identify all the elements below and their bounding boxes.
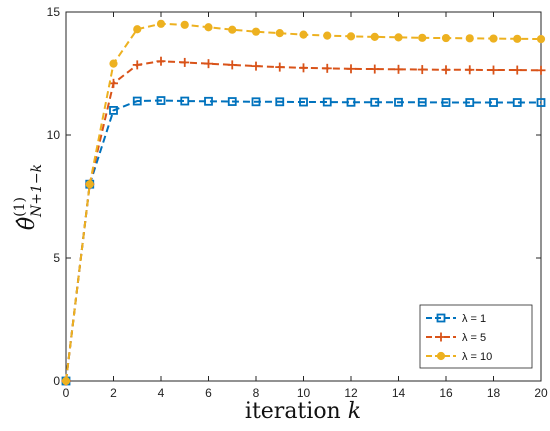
data-point (513, 34, 522, 43)
x-axis-title-word: iteration (245, 399, 341, 424)
data-point (536, 98, 546, 107)
y-axis-title: θ̂(1)N+1−k (12, 164, 45, 230)
data-point (180, 96, 190, 106)
series-3 (61, 19, 546, 386)
series-2 (61, 56, 546, 386)
y-tick-label: 5 (53, 251, 60, 265)
data-point (275, 62, 285, 72)
y-tick-label: 0 (53, 374, 60, 388)
legend-marker (436, 313, 446, 323)
x-axis-title: iteration k (245, 399, 361, 424)
data-point (275, 97, 285, 107)
x-tick-label: 0 (63, 386, 70, 400)
y-tick-label: 10 (47, 128, 61, 142)
data-point (346, 97, 356, 107)
legend-item: λ = 5 (426, 332, 486, 344)
data-point (394, 64, 403, 74)
data-point (489, 98, 498, 107)
y-axis-title-sup: (1) (12, 197, 28, 217)
legend-marker (436, 332, 446, 342)
data-point (418, 33, 427, 42)
data-point (132, 96, 142, 106)
data-point (417, 65, 427, 75)
legend-item: λ = 10 (426, 351, 492, 363)
data-point (156, 56, 166, 66)
data-point (299, 97, 308, 107)
data-point (251, 61, 261, 71)
data-point (204, 59, 213, 69)
y-tick-label: 15 (47, 5, 61, 19)
data-point (441, 33, 451, 43)
data-point (322, 63, 332, 73)
data-point (322, 97, 332, 107)
data-point (465, 65, 475, 75)
legend-label: λ = 10 (462, 351, 492, 363)
data-point (536, 65, 546, 75)
data-point (465, 98, 475, 107)
data-point (133, 25, 142, 34)
data-point (251, 97, 261, 107)
data-point (228, 25, 237, 34)
data-point (370, 64, 380, 74)
data-point (370, 97, 380, 107)
legend-item: λ = 1 (426, 313, 486, 325)
x-tick-label: 20 (534, 386, 548, 400)
data-point (180, 57, 190, 67)
axis-ticks: 0 2 4 6 8 10 12 14 16 18 20 0 5 10 15 (47, 5, 548, 400)
y-axis-title-sub: N+1−k (29, 164, 45, 218)
data-point (323, 31, 332, 40)
data-point (180, 20, 189, 29)
data-point (512, 98, 522, 107)
data-point (156, 19, 166, 28)
y-axis-title-theta: θ̂ (15, 217, 40, 230)
data-point (132, 60, 142, 70)
legend-label: λ = 1 (462, 313, 486, 325)
x-tick-label: 4 (158, 386, 165, 400)
data-point (204, 96, 213, 106)
data-point (512, 65, 522, 75)
data-point (536, 34, 546, 44)
data-point (275, 29, 284, 38)
x-tick-label: 2 (110, 386, 117, 400)
data-point (346, 64, 356, 74)
data-point (441, 65, 451, 75)
x-tick-label: 14 (392, 386, 406, 400)
x-tick-label: 18 (487, 386, 501, 400)
data-point (109, 59, 118, 68)
data-point (299, 30, 308, 39)
data-point (441, 98, 451, 107)
legend-marker (436, 351, 446, 361)
data-point (394, 33, 403, 42)
data-point (299, 63, 308, 73)
x-tick-label: 12 (344, 386, 358, 400)
data-point (346, 32, 356, 41)
data-point (156, 96, 166, 105)
x-tick-label: 16 (439, 386, 453, 400)
data-point (61, 376, 71, 386)
data-point (227, 97, 237, 106)
x-tick-label: 8 (253, 386, 260, 400)
legend: λ = 1 λ = 5 λ = 10 (419, 304, 533, 369)
data-point (370, 32, 379, 41)
series-1 (61, 96, 546, 386)
data-point (465, 34, 474, 43)
data-point (251, 27, 261, 36)
data-point (109, 106, 118, 115)
svg-text:θ̂(1)N+1−k: θ̂(1)N+1−k (12, 164, 45, 230)
x-tick-label: 6 (205, 386, 212, 400)
legend-label: λ = 5 (462, 332, 486, 344)
data-point (394, 97, 403, 107)
series-layer (61, 19, 546, 386)
data-point (227, 60, 237, 70)
x-axis-title-var: k (348, 399, 361, 424)
data-point (489, 34, 498, 43)
data-point (417, 97, 427, 107)
data-point (85, 180, 94, 189)
data-point (204, 23, 213, 32)
data-point (489, 65, 498, 75)
series-line (65, 99, 541, 382)
x-tick-label: 10 (297, 386, 311, 400)
